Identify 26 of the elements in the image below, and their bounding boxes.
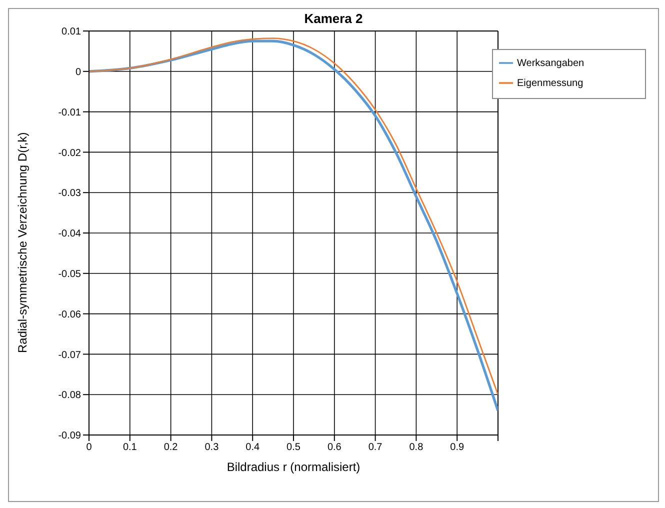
y-axis-title: Radial-symmetrische Verzeichnung D(r,k)	[15, 132, 30, 353]
x-tick-label: 0.2	[164, 442, 178, 454]
y-tick-label: -0.05	[58, 268, 82, 280]
y-tick-label: -0.09	[58, 430, 82, 442]
y-tick-label: -0.07	[58, 350, 82, 361]
y-tick-label: -0.01	[58, 107, 82, 118]
y-tick-label: 0.01	[62, 26, 82, 38]
x-tick-label: 0.8	[409, 442, 424, 454]
y-tick-label: -0.08	[58, 390, 82, 402]
x-tick-label: 0.7	[368, 442, 383, 454]
y-tick-label: -0.04	[58, 228, 82, 240]
x-tick-label: 0	[86, 442, 92, 454]
x-tick-label: 0.4	[246, 442, 260, 454]
legend-label: Werksangaben	[517, 58, 584, 69]
x-axis-title: Bildradius r (normalisiert)	[226, 460, 360, 474]
y-tick-label: -0.06	[58, 309, 82, 320]
x-tick-label: 0.1	[122, 442, 138, 454]
legend-label: Eigenmessung	[517, 78, 584, 89]
y-tick-label: -0.02	[58, 148, 82, 159]
y-tick-label: 0	[75, 66, 82, 78]
x-tick-label: 0.3	[204, 442, 220, 454]
y-tick-label: -0.03	[58, 188, 82, 200]
x-tick-label: 0.9	[450, 442, 464, 454]
chart-title: Kamera 2	[303, 11, 364, 26]
x-tick-label: 0.5	[286, 442, 301, 454]
x-tick-label: 0.6	[327, 442, 342, 454]
